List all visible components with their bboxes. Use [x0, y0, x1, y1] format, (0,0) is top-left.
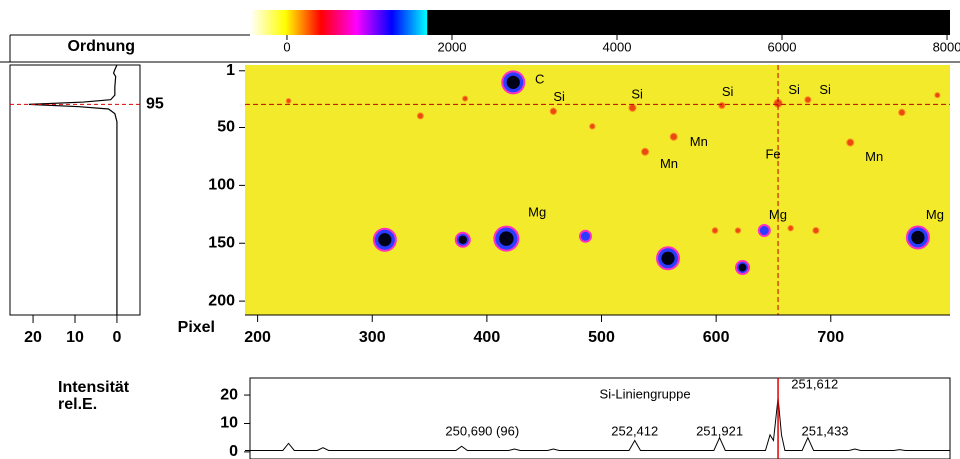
- spot: [934, 92, 941, 99]
- colorbar-tick-label: 6000: [768, 39, 797, 54]
- spot: [846, 138, 855, 147]
- peak-label: 252,412: [611, 423, 658, 438]
- spot: [641, 147, 650, 156]
- element-label: Mg: [926, 207, 944, 222]
- spot: [787, 225, 794, 232]
- element-label: Mn: [660, 156, 678, 171]
- x-tick-label: 20: [24, 329, 42, 346]
- element-label: Mn: [865, 149, 883, 164]
- spot: [285, 98, 292, 104]
- y-tick-label: 20: [220, 386, 238, 403]
- x-tick-label: 200: [244, 329, 271, 346]
- spot: [578, 229, 592, 243]
- spot: [549, 107, 558, 115]
- spot: [628, 103, 637, 112]
- profile-title: Ordnung: [67, 38, 135, 55]
- y-axis-label: rel.E.: [58, 396, 97, 413]
- spot-core: [738, 263, 747, 272]
- spot-core: [499, 231, 514, 246]
- y-tick-label: 100: [208, 177, 235, 194]
- y-tick-label: 10: [220, 415, 238, 432]
- x-tick-label: 400: [474, 329, 501, 346]
- y-tick-label: 150: [208, 234, 235, 251]
- spectrum-frame: [249, 377, 951, 459]
- spot-core: [378, 233, 392, 247]
- x-tick-label: 10: [66, 329, 84, 346]
- y-tick-label: 200: [208, 292, 235, 309]
- y-tick-label: 50: [217, 119, 235, 136]
- x-axis-label: Pixel: [178, 319, 215, 336]
- peak-label: 251,921: [696, 423, 743, 438]
- colorbar-tick-label: 2000: [438, 39, 467, 54]
- order-label: 95: [146, 96, 164, 113]
- y-tick-label: 1: [226, 62, 235, 79]
- peak-label: 251,612: [791, 377, 838, 392]
- y-tick-label: 0: [229, 443, 238, 459]
- colorbar-tick-label: 8000: [933, 39, 960, 54]
- spectrum-line: [245, 397, 950, 451]
- x-tick-label: 500: [588, 329, 615, 346]
- spot: [711, 227, 719, 234]
- peak-label: 250,690 (96): [445, 423, 519, 438]
- spot: [898, 108, 906, 117]
- spot: [718, 102, 726, 110]
- element-label: Mg: [528, 205, 546, 220]
- y-axis-label: Intensität: [58, 379, 130, 396]
- element-label: Si: [788, 82, 800, 97]
- spot-core: [458, 235, 468, 244]
- element-label: Fe: [765, 147, 780, 162]
- element-label: Si: [722, 84, 734, 99]
- spot: [804, 96, 812, 104]
- colorbar-gradient: [250, 10, 428, 35]
- x-tick-label: 0: [112, 329, 121, 346]
- colorbar-tick-label: 4000: [603, 39, 632, 54]
- spot: [462, 95, 469, 102]
- spot: [416, 112, 424, 120]
- element-label: Si: [553, 89, 565, 104]
- spot: [734, 227, 742, 234]
- spot: [757, 224, 771, 238]
- spot: [589, 123, 596, 130]
- spot-core: [911, 230, 925, 245]
- colorbar-tick-label: 0: [283, 39, 290, 54]
- x-tick-label: 700: [817, 329, 844, 346]
- spot-core: [506, 75, 520, 89]
- spot: [812, 227, 820, 235]
- x-tick-label: 600: [703, 329, 730, 346]
- peak-label: Si-Liniengruppe: [600, 386, 691, 401]
- spot: [669, 132, 678, 141]
- element-label: Mn: [690, 134, 708, 149]
- element-label: C: [535, 71, 544, 86]
- x-tick-label: 300: [359, 329, 386, 346]
- peak-label: 251,433: [802, 423, 849, 438]
- image-background: [245, 65, 950, 315]
- profile-line: [28, 64, 118, 315]
- element-label: Si: [819, 82, 831, 97]
- element-label: Mg: [769, 207, 787, 222]
- spot-core: [661, 251, 675, 265]
- element-label: Si: [631, 87, 643, 102]
